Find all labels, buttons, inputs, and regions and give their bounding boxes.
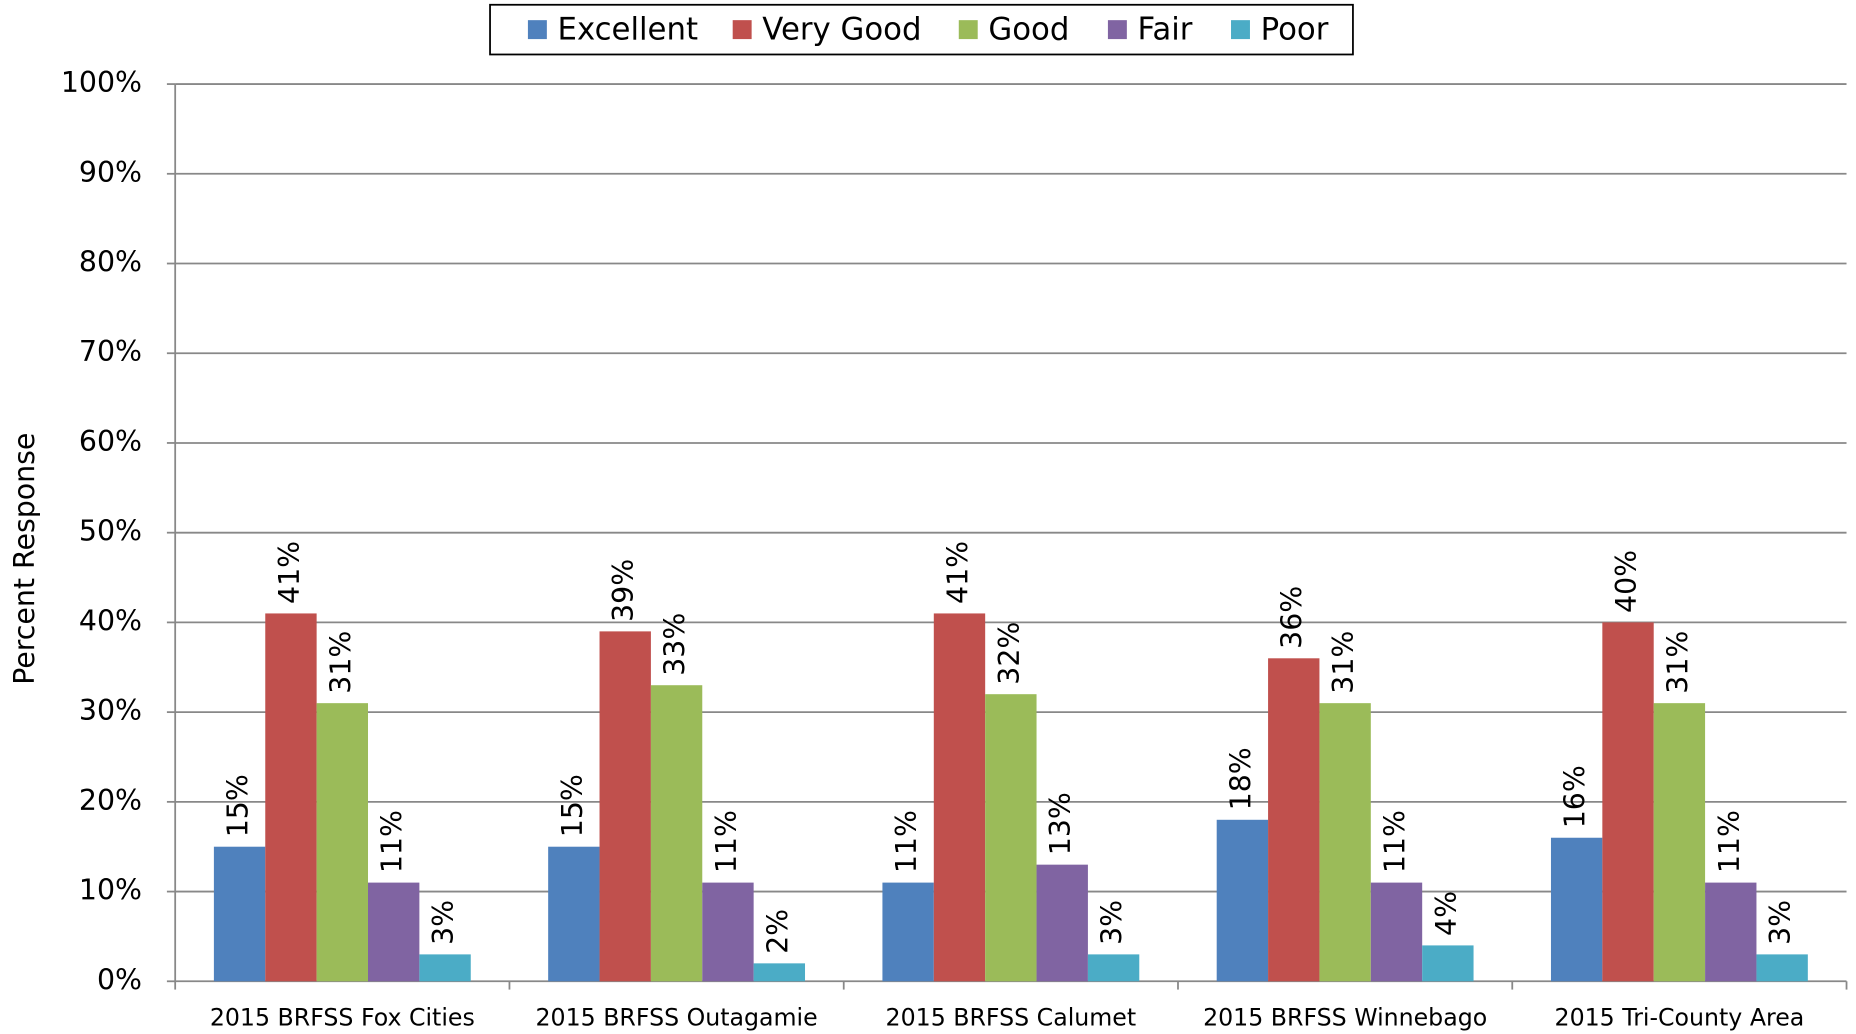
legend-label: Poor [1261,11,1329,47]
y-tick-label: 90% [79,156,142,189]
data-label: 31% [324,631,357,694]
x-tick-label: 2015 BRFSS Calumet [886,1004,1137,1032]
legend-swatch [732,20,752,40]
data-label: 36% [1276,586,1309,649]
bar [1653,703,1706,982]
bar [1705,882,1757,982]
bar [753,963,806,982]
data-label: 4% [1430,891,1463,936]
bar [1550,837,1603,982]
bar [1087,954,1140,982]
data-label: 32% [993,622,1026,685]
legend-swatch [1231,20,1250,40]
y-tick-label: 70% [79,335,142,368]
x-tick-label: 2015 BRFSS Fox Cities [210,1004,475,1032]
data-label: 41% [941,541,974,604]
y-tick-label: 80% [79,246,142,279]
data-label: 15% [556,774,589,837]
data-label: 3% [427,900,460,945]
legend-swatch [527,20,547,40]
y-tick-label: 20% [79,784,142,817]
y-tick-label: 30% [79,694,142,727]
data-label: 11% [890,810,923,873]
data-label: 18% [1224,747,1257,810]
data-label: 3% [1764,900,1797,945]
legend-swatch [958,20,978,40]
legend-label: Fair [1138,11,1193,47]
x-tick-label: 2015 BRFSS Outagamie [535,1004,817,1032]
bar [265,613,317,982]
y-tick-label: 100% [61,66,142,99]
bar [213,846,266,982]
data-label: 15% [222,774,255,837]
bar [316,703,369,982]
bar [702,882,754,982]
bar [985,694,1037,982]
legend-label: Excellent [558,11,699,47]
x-tick-label: 2015 BRFSS Winnebago [1203,1004,1487,1032]
data-label: 39% [607,559,640,622]
data-label: 31% [1327,631,1360,694]
x-tick-label: 2015 Tri-County Area [1555,1004,1805,1032]
bar [650,685,703,982]
data-label: 16% [1559,765,1592,828]
legend-swatch [1107,20,1127,40]
bar [548,846,600,982]
legend-label: Good [988,11,1069,47]
bar [419,954,471,982]
data-label: 11% [1378,810,1411,873]
y-tick-label: 10% [79,874,142,907]
data-label: 40% [1610,550,1643,613]
data-label: 13% [1044,792,1077,855]
y-tick-label: 40% [79,604,142,637]
bar [1422,945,1474,982]
bar [1756,954,1808,982]
bar [599,631,651,982]
legend-box [489,3,1354,56]
legend-label: Very Good [762,11,921,47]
bar [1319,703,1371,982]
data-label: 31% [1661,631,1694,694]
y-tick-label: 60% [79,425,142,458]
y-tick-label: 0% [97,963,142,996]
y-tick-label: 50% [79,515,142,548]
data-label: 3% [1096,900,1129,945]
data-label: 41% [273,541,306,604]
bar [1216,819,1269,982]
bar [933,613,986,982]
data-label: 11% [1713,810,1746,873]
data-label: 33% [659,613,692,676]
data-label: 2% [761,909,794,954]
bar [1370,882,1423,982]
bar [368,882,420,982]
bar [1268,658,1320,982]
data-label: 11% [376,810,409,873]
data-label: 11% [710,810,743,873]
y-axis-label: Percent Response [8,433,41,685]
bar [882,882,934,982]
bar [1602,622,1654,982]
bar [1036,864,1088,982]
